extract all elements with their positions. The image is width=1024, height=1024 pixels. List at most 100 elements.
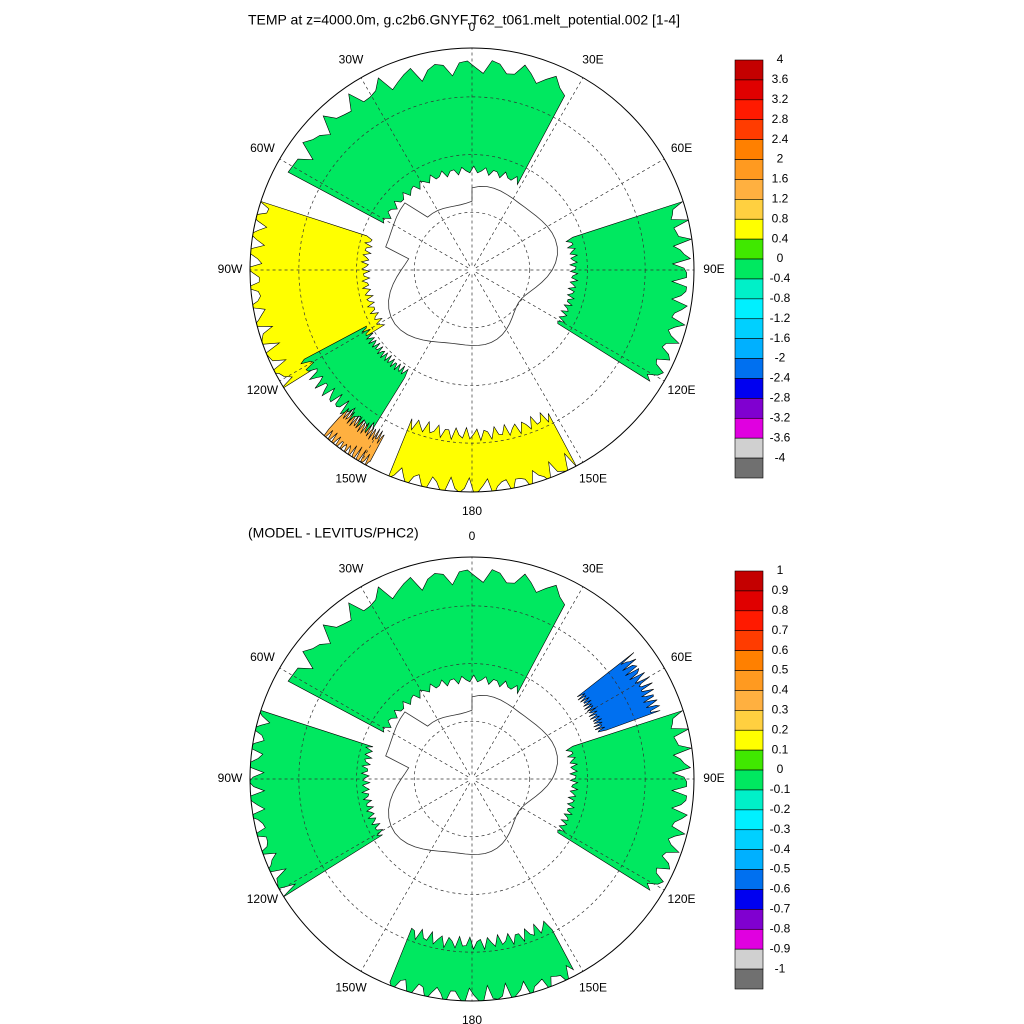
- colorbar-tick-label: -1: [775, 961, 786, 975]
- longitude-label: 120W: [247, 892, 279, 906]
- longitude-gridline: [475, 271, 665, 382]
- colorbar-swatch: [734, 199, 764, 220]
- longitude-label: 180: [462, 1013, 482, 1024]
- longitude-gridline: [279, 158, 469, 269]
- map-panel-2: (MODEL - LEVITUS/PHC2) 0 30E 60E 90E 120E 150E…: [218, 524, 791, 1024]
- colorbar-swatch: [734, 869, 764, 890]
- colorbar-tick-label: 0.4: [772, 683, 789, 697]
- colorbar-tick-label: 0.1: [772, 742, 789, 756]
- colorbar-swatch: [734, 417, 764, 439]
- colorbar-swatch: [734, 690, 764, 711]
- map-border: [249, 556, 695, 1002]
- colorbar-tick-label: -3.2: [770, 410, 791, 424]
- longitude-gridline: [475, 780, 665, 891]
- colorbar-tick-label: 3.6: [772, 72, 789, 86]
- colorbar-tick-label: 0: [777, 251, 784, 265]
- longitude-gridline: [473, 273, 584, 463]
- colorbar-tick-label: -0.2: [770, 802, 791, 816]
- colorbar-tick-label: -0.7: [770, 902, 791, 916]
- colorbar-tick-label: 0.5: [772, 663, 789, 677]
- longitude-label: 150W: [335, 472, 367, 486]
- colorbar-tick-label: 0.8: [772, 211, 789, 225]
- colorbar-swatch: [734, 358, 764, 379]
- longitude-gridline: [473, 77, 584, 267]
- longitude-gridline: [360, 77, 471, 267]
- colorbar-tick-label: 0.8: [772, 603, 789, 617]
- longitude-label: 30W: [339, 562, 364, 576]
- longitude-label: 150E: [579, 981, 607, 995]
- colorbar-swatch: [734, 849, 764, 870]
- colorbar-swatch: [734, 948, 764, 970]
- pacific-sector-region: [389, 920, 575, 1001]
- colorbar-tick-label: -0.5: [770, 862, 791, 876]
- colorbar-swatch: [734, 928, 764, 950]
- longitude-gridline: [279, 780, 469, 891]
- chart-title: (MODEL - LEVITUS/PHC2): [248, 524, 419, 540]
- colorbar-tick-label: -2.8: [770, 391, 791, 405]
- colorbar-swatch: [734, 79, 764, 101]
- colorbar-swatch: [734, 889, 764, 910]
- colorbar-tick-label: -0.4: [770, 842, 791, 856]
- longitude-label: 120E: [668, 383, 696, 397]
- longitude-label: 180: [462, 504, 482, 518]
- colorbar-swatch: [734, 909, 764, 930]
- colorbar-tick-label: -0.8: [770, 921, 791, 935]
- colorbar-tick-label: 0.4: [772, 231, 789, 245]
- colorbar-tick-label: -0.3: [770, 822, 791, 836]
- antarctica-coastline: [385, 694, 558, 855]
- colorbar-swatch: [734, 59, 764, 81]
- longitude-gridline: [473, 586, 584, 776]
- colorbar-swatch: [734, 139, 764, 160]
- longitude-gridline: [360, 782, 471, 972]
- colorbar-tick-label: -2.4: [770, 371, 791, 385]
- colorbar-swatch: [734, 338, 764, 359]
- longitude-gridline: [475, 158, 665, 269]
- antarctica-coastline: [385, 185, 558, 346]
- colorbar-tick-label: 2.8: [772, 112, 789, 126]
- longitude-gridline: [473, 782, 584, 972]
- colorbar-tick-label: -2: [775, 351, 786, 365]
- longitude-gridline: [360, 273, 471, 463]
- colorbar-tick-label: 2: [777, 152, 784, 166]
- colorbar-swatch: [734, 630, 764, 651]
- longitude-label: 90E: [703, 262, 724, 276]
- longitude-label: 150E: [579, 472, 607, 486]
- colorbar-swatch: [734, 829, 764, 850]
- colorbar-tick-label: 1: [777, 563, 784, 577]
- longitude-gridline: [279, 271, 469, 382]
- colorbar-tick-label: -0.4: [770, 271, 791, 285]
- colorbar-tick-label: 0.2: [772, 722, 789, 736]
- chart-title: TEMP at z=4000.0m, g.c2b6.GNYF.T62_t061.…: [248, 11, 680, 27]
- latitude-gridline: [413, 720, 531, 838]
- colorbar-tick-label: 0.3: [772, 703, 789, 717]
- colorbar-tick-label: 2.4: [772, 132, 789, 146]
- colorbar-swatch: [734, 570, 764, 592]
- map-border: [249, 47, 695, 493]
- colorbar-swatch: [734, 258, 764, 280]
- longitude-label: 60W: [250, 650, 275, 664]
- longitude-label: 120E: [668, 892, 696, 906]
- longitude-gridline: [279, 667, 469, 778]
- colorbar-tick-label: -0.8: [770, 291, 791, 305]
- colorbar-swatch: [734, 710, 764, 731]
- colorbar-swatch: [734, 119, 764, 140]
- colorbar-swatch: [734, 590, 764, 612]
- colorbar-tick-label: 1.2: [772, 192, 789, 206]
- longitude-gridline: [475, 667, 665, 778]
- colorbar-swatch: [734, 378, 764, 399]
- colorbar-swatch: [734, 769, 764, 791]
- longitude-label: 0: [469, 20, 476, 34]
- colorbar-tick-label: 0.9: [772, 583, 789, 597]
- longitude-label: 60W: [250, 141, 275, 155]
- longitude-label: 150W: [335, 981, 367, 995]
- colorbar-tick-label: -0.6: [770, 882, 791, 896]
- colorbar-swatch: [734, 318, 764, 339]
- colorbar-tick-label: 1.6: [772, 172, 789, 186]
- longitude-label: 0: [469, 529, 476, 543]
- colorbar-swatch: [734, 179, 764, 200]
- colorbar-swatch: [734, 650, 764, 671]
- colorbar-swatch: [734, 278, 764, 300]
- colorbar-swatch: [734, 610, 764, 632]
- colorbar: 1 0.9 0.8 0.7 0.6 0.5 0.4 0.3 0.2 0.1 0 -0.1 -0.2 -0.…: [734, 563, 791, 990]
